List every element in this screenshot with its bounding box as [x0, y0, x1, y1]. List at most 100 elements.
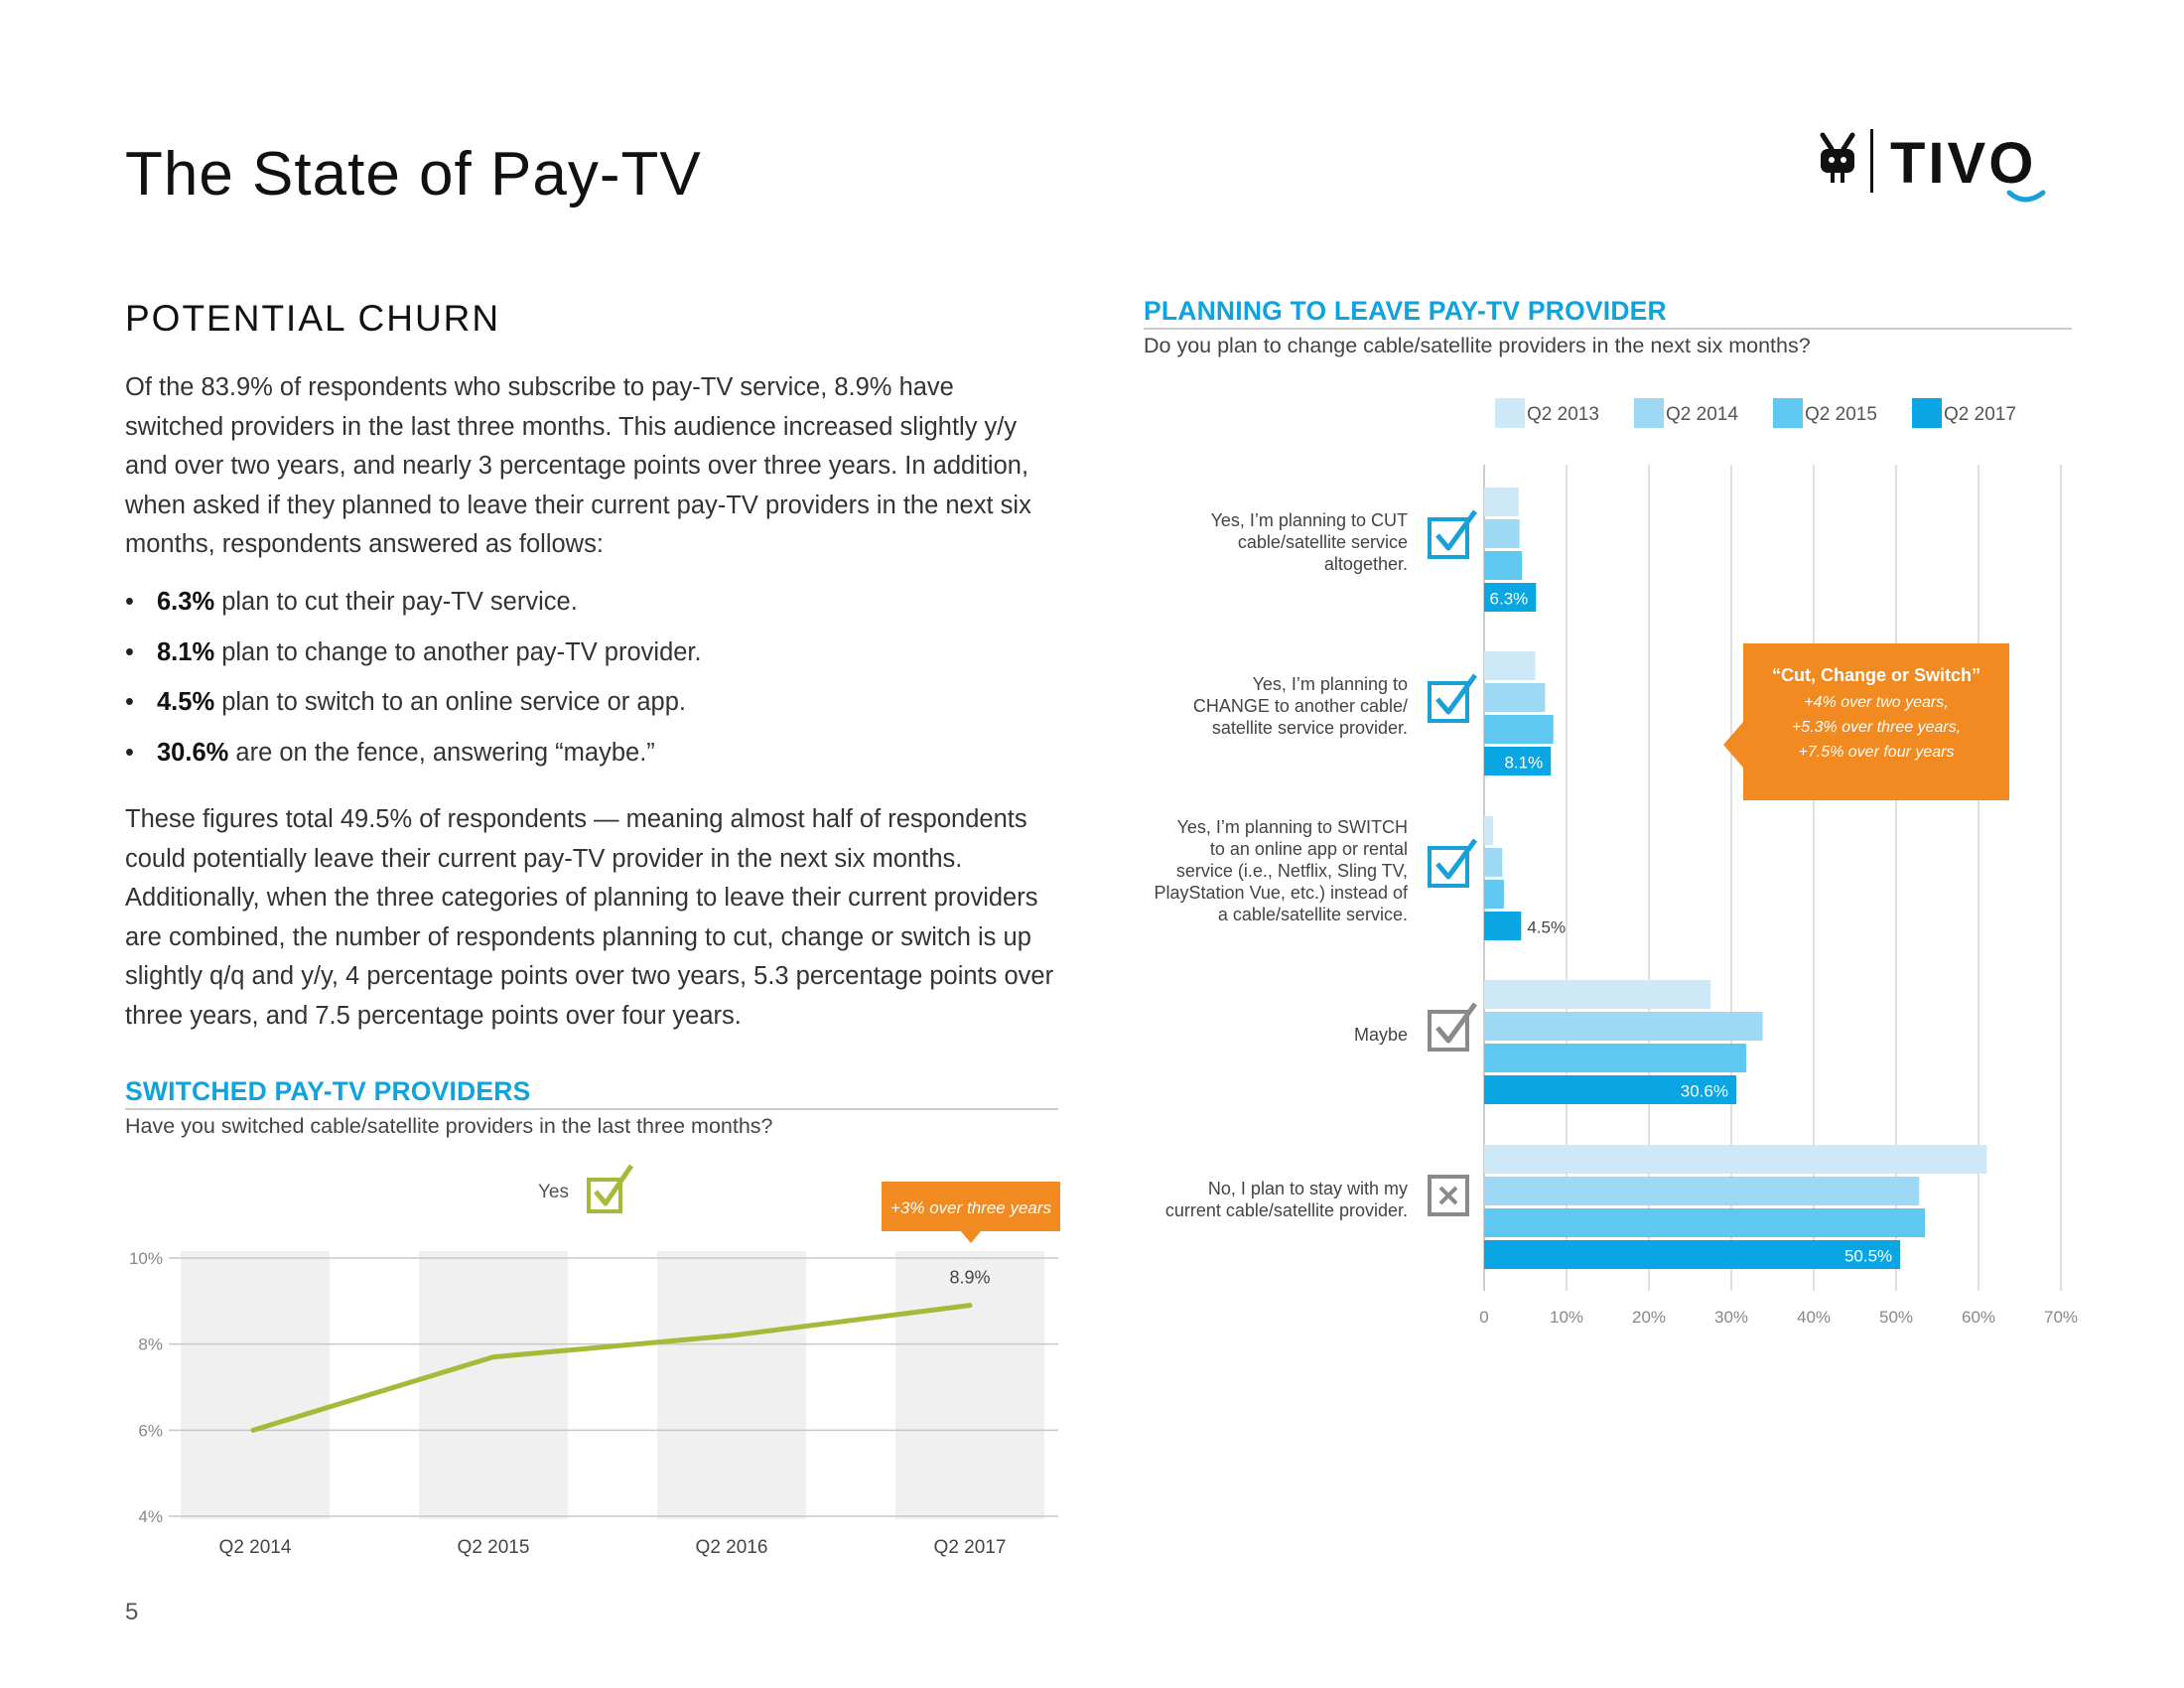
tivo-mascot-icon [1820, 132, 1855, 183]
category-label: current cable/satellite provider. [1165, 1200, 1408, 1220]
data-label-q2-2017: 50.5% [1844, 1247, 1892, 1266]
category-label: service (i.e., Netflix, Sling TV, [1176, 861, 1408, 881]
data-label-q2-2017: 6.3% [1490, 590, 1529, 609]
column-band [657, 1251, 806, 1519]
category-label: Yes, I’m planning to [1253, 674, 1408, 694]
y-tick-label: 6% [138, 1421, 163, 1440]
legend-swatch [1912, 398, 1942, 428]
switched-line-chart: 4% 6% 8% 10% Q2 2014 Q2 2015 Q2 2016 Q2 2017 8… [129, 1164, 1060, 1558]
x-tick-label: 40% [1797, 1308, 1831, 1327]
cross-icon [1428, 1175, 1469, 1216]
data-label-q2-2017: 30.6% [1681, 1082, 1728, 1101]
bar-q2-2014 [1484, 1177, 1920, 1205]
category-label: a cable/satellite service. [1218, 905, 1408, 924]
y-tick-label: 4% [138, 1507, 163, 1526]
bar-q2-2015 [1484, 551, 1523, 580]
page-title: The State of Pay-TV [125, 140, 702, 209]
legend-swatch [1773, 398, 1803, 428]
callout-line: +4% over two years, [1804, 694, 1948, 711]
data-label-q2-2017: 4.5% [1527, 918, 1566, 937]
list-item: 30.6% are on the fence, answering “maybe… [125, 735, 702, 785]
y-tick-label: 10% [129, 1249, 163, 1268]
x-tick-label: 30% [1714, 1308, 1748, 1327]
bullet-value: 8.1% [157, 637, 215, 666]
bullet-text: are on the fence, answering “maybe.” [228, 738, 655, 767]
switched-chart-subtitle: Have you switched cable/satellite provid… [125, 1114, 773, 1138]
bar-q2-2014 [1484, 519, 1520, 548]
x-tick-label: 0 [1479, 1308, 1488, 1327]
x-tick-label: 70% [2044, 1308, 2078, 1327]
bar-q2-2017 [1484, 1240, 1901, 1269]
x-tick-label: 60% [1962, 1308, 1995, 1327]
x-tick-label: 20% [1632, 1308, 1666, 1327]
bullet-value: 30.6% [157, 738, 229, 767]
legend-label-yes: Yes [538, 1182, 569, 1202]
list-item: 4.5% plan to switch to an online service… [125, 684, 702, 735]
y-tick-label: 8% [138, 1336, 163, 1354]
callout-line: +5.3% over three years, [1792, 719, 1961, 736]
bar-q2-2015 [1484, 880, 1504, 909]
check-icon [587, 1164, 634, 1213]
bar-q2-2013 [1484, 488, 1519, 516]
leave-chart-subtitle: Do you plan to change cable/satellite pr… [1144, 334, 1811, 357]
data-label-q2-2017: 8.1% [1504, 754, 1543, 773]
legend-swatch [1495, 398, 1525, 428]
legend-label: Q2 2015 [1805, 404, 1877, 425]
category-label: CHANGE to another cable/ [1193, 696, 1408, 716]
bar-q2-2015 [1484, 715, 1554, 744]
category-label: Yes, I’m planning to SWITCH [1177, 817, 1408, 837]
category-label: Maybe [1354, 1025, 1408, 1045]
intro-paragraph: Of the 83.9% of respondents who subscrib… [125, 373, 1031, 558]
check-icon [1428, 673, 1478, 723]
cut-change-switch-callout: “Cut, Change or Switch” +4% over two yea… [1723, 643, 2009, 800]
stats-bullet-list: 6.3% plan to cut their pay-TV service. 8… [125, 584, 702, 784]
data-label-q2-2017: 8.9% [949, 1268, 990, 1288]
legend-label: Q2 2017 [1944, 404, 2016, 425]
bullet-text: plan to change to another pay-TV provide… [214, 637, 702, 666]
leave-chart-title: PLANNING TO LEAVE PAY-TV PROVIDER [1144, 296, 1667, 326]
legend-label: Q2 2013 [1527, 404, 1599, 425]
column-band [181, 1251, 330, 1519]
category-label: No, I plan to stay with my [1208, 1179, 1408, 1198]
category-label: Yes, I’m planning to CUT [1211, 510, 1408, 530]
bar-q2-2017 [1484, 747, 1552, 775]
tivo-wordmark: TIVO [1890, 131, 2036, 196]
check-icon [1428, 509, 1478, 559]
bullet-value: 6.3% [157, 588, 215, 616]
bar-q2-2017 [1484, 912, 1522, 940]
leave-bar-chart: Q2 2013 Q2 2014 Q2 2015 Q2 2017 0 10% 20% 30% 4… [1155, 398, 2078, 1327]
bullet-text: plan to switch to an online service or a… [214, 688, 686, 716]
category-label: to an online app or rental [1210, 839, 1408, 859]
x-tick-label: Q2 2015 [458, 1537, 530, 1558]
category-label: altogether. [1324, 554, 1408, 574]
bullet-value: 4.5% [157, 688, 215, 716]
bar-q2-2013 [1484, 980, 1711, 1009]
legend-label: Q2 2014 [1666, 404, 1738, 425]
tivo-logo: TIVO [1813, 123, 2091, 209]
category-label: satellite service provider. [1212, 718, 1408, 738]
callout-text: +3% over three years [890, 1198, 1052, 1217]
section-heading: POTENTIAL CHURN [125, 298, 501, 339]
switched-chart-rule [125, 1108, 1058, 1110]
bar-q2-2014 [1484, 1012, 1763, 1041]
bar-q2-2015 [1484, 1208, 1926, 1237]
bullet-text: plan to cut their pay-TV service. [214, 588, 578, 616]
column-band [895, 1251, 1044, 1519]
callout-line: +7.5% over four years [1799, 744, 1955, 761]
conclusion-paragraph: These figures total 49.5% of respondents… [125, 805, 1054, 1030]
x-tick-label: Q2 2016 [696, 1537, 768, 1558]
bar-q2-2017 [1484, 583, 1537, 612]
category-label: cable/satellite service [1238, 532, 1408, 552]
bar-q2-2014 [1484, 683, 1546, 712]
bar-q2-2014 [1484, 848, 1503, 877]
check-icon [1428, 838, 1478, 888]
bar-q2-2013 [1484, 651, 1536, 680]
category-label: PlayStation Vue, etc.) instead of [1155, 883, 1409, 903]
bar-q2-2013 [1484, 816, 1494, 845]
x-tick-label: Q2 2014 [219, 1537, 292, 1558]
series-line-yes [250, 1303, 973, 1433]
bar-q2-2013 [1484, 1145, 1987, 1174]
check-icon [1428, 1002, 1478, 1052]
switched-chart-title: SWITCHED PAY-TV PROVIDERS [125, 1076, 531, 1106]
page-number: 5 [125, 1599, 139, 1625]
